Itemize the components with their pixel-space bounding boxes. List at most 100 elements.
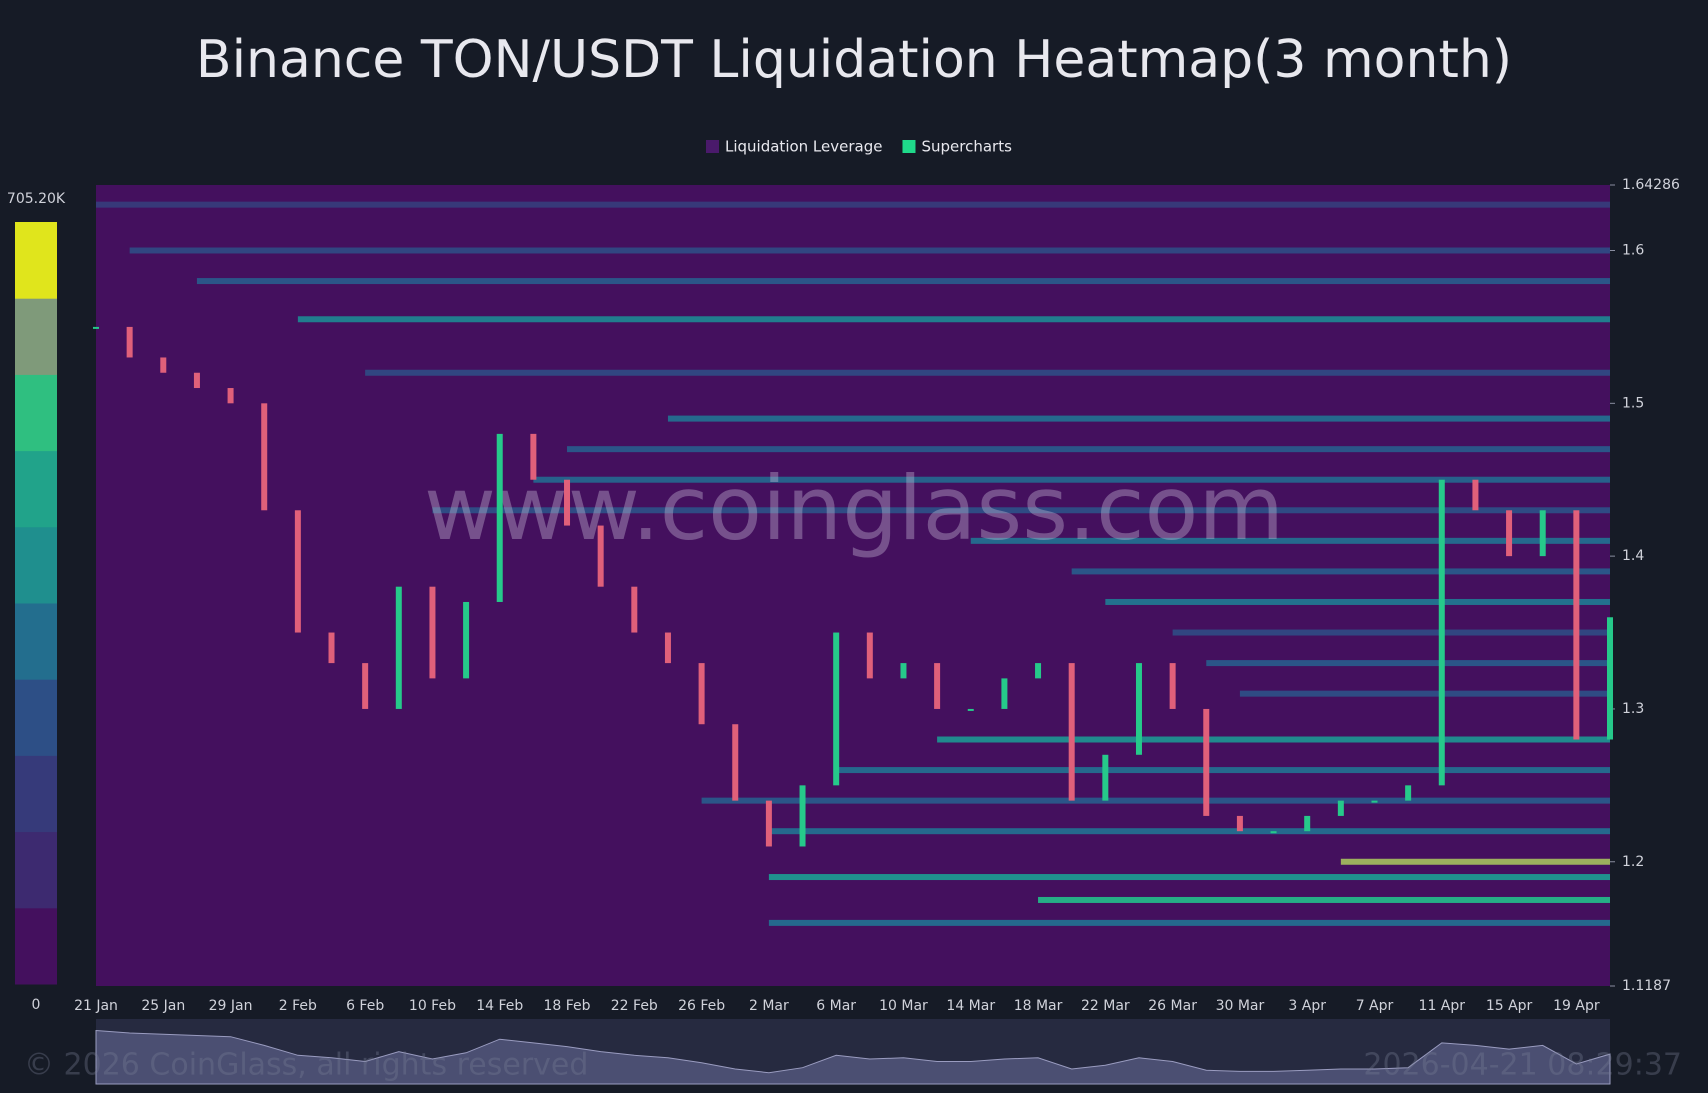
liquidation-band: [1206, 660, 1610, 667]
candle: [261, 403, 268, 511]
x-tick-label: 30 Mar: [1216, 998, 1265, 1014]
x-tick-label: 15 Apr: [1486, 998, 1533, 1014]
x-tick-label: 6 Mar: [816, 998, 856, 1014]
candle: [160, 357, 167, 373]
legend-label: Supercharts: [921, 138, 1012, 156]
x-tick-label: 19 Apr: [1553, 998, 1600, 1014]
candle: [934, 663, 941, 709]
liquidation-band: [768, 874, 1610, 881]
candle: [597, 525, 604, 587]
colorbar-segment: [15, 374, 57, 452]
candle: [463, 601, 470, 679]
candle: [193, 372, 200, 389]
x-tick-label: 18 Feb: [543, 998, 590, 1014]
candle: [1035, 663, 1042, 679]
x-tick-label: 18 Mar: [1014, 998, 1063, 1014]
candle: [1102, 754, 1109, 801]
liquidation-band: [365, 369, 1611, 376]
x-tick-label: 7 Apr: [1356, 998, 1394, 1014]
candle: [294, 510, 301, 633]
candle: [1371, 800, 1378, 803]
liquidation-band: [533, 476, 1610, 483]
colorbar-segment: [15, 222, 57, 299]
candle: [1270, 831, 1277, 834]
x-tick-label: 14 Feb: [476, 998, 523, 1014]
candle: [765, 800, 772, 847]
x-tick-label: 26 Mar: [1148, 998, 1197, 1014]
colorbar-segment: [15, 679, 57, 756]
liquidation-band: [567, 446, 1610, 453]
legend-label: Liquidation Leverage: [725, 138, 882, 156]
candle: [429, 586, 436, 679]
liquidation-band: [1038, 896, 1610, 903]
candle: [833, 632, 840, 786]
colorbar-segment: [15, 603, 57, 680]
liquidation-band: [432, 507, 1610, 514]
candle: [1337, 800, 1344, 816]
colorbar-max-label: 705.20K: [7, 191, 66, 207]
candle: [1539, 510, 1546, 557]
y-tick-label: 1.5: [1622, 395, 1644, 411]
candle: [328, 632, 335, 664]
colorbar-segment: [15, 907, 57, 985]
x-tick-label: 14 Mar: [946, 998, 995, 1014]
liquidation-band: [1239, 690, 1610, 697]
liquidation-band: [937, 736, 1610, 743]
x-tick-label: 21 Jan: [74, 998, 118, 1014]
liquidation-band: [768, 919, 1610, 926]
candle: [698, 663, 705, 725]
candle: [631, 586, 638, 633]
candle: [900, 663, 907, 679]
liquidation-band: [1105, 598, 1610, 605]
candle: [1304, 815, 1311, 832]
candle: [1236, 815, 1243, 832]
candle: [227, 388, 234, 404]
liquidation-band: [297, 316, 1610, 323]
candle: [1135, 663, 1142, 755]
liquidation-band: [1071, 568, 1610, 575]
y-tick-label: 1.4: [1622, 548, 1644, 564]
candle: [1438, 479, 1445, 786]
liquidation-band: [701, 797, 1610, 804]
chart-title: Binance TON/USDT Liquidation Heatmap(3 m…: [196, 30, 1512, 90]
colorbar-min-label: 0: [32, 997, 41, 1013]
candle: [1506, 510, 1513, 557]
y-tick-label: 1.2: [1622, 854, 1644, 870]
colorbar-segment: [15, 755, 57, 833]
legend-swatch: [902, 140, 916, 153]
candle: [564, 479, 571, 526]
x-tick-label: 25 Jan: [141, 998, 185, 1014]
x-tick-label: 3 Apr: [1288, 998, 1326, 1014]
navigator-line: [95, 1029, 1611, 1085]
timestamp: 2026-04-21 08:29:37: [1363, 1048, 1682, 1083]
liquidation-band: [129, 247, 1611, 254]
candle: [732, 724, 739, 801]
x-tick-label: 22 Mar: [1081, 998, 1130, 1014]
x-tick-label: 2 Mar: [749, 998, 789, 1014]
liquidation-band: [768, 828, 1610, 835]
legend-swatch: [706, 140, 719, 153]
candle: [1573, 510, 1580, 740]
x-tick-label: 11 Apr: [1419, 998, 1466, 1014]
colorbar-segment: [15, 298, 57, 375]
colorbar-segment: [15, 831, 57, 909]
candle: [1472, 479, 1479, 511]
liquidation-band: [667, 415, 1610, 422]
candle: [799, 785, 806, 847]
liquidation-band: [970, 537, 1610, 544]
candle: [93, 326, 99, 329]
colorbar-segment: [15, 450, 57, 528]
candle: [866, 632, 873, 679]
colorbar-segment: [15, 526, 57, 604]
candle: [1607, 617, 1613, 740]
liquidation-band: [1340, 858, 1610, 865]
x-tick-label: 6 Feb: [346, 998, 384, 1014]
x-tick-label: 2 Feb: [279, 998, 317, 1014]
y-tick-label: 1.1187: [1622, 978, 1671, 994]
candle: [530, 433, 537, 480]
candle: [1405, 785, 1412, 801]
x-tick-label: 22 Feb: [611, 998, 658, 1014]
x-tick-label: 10 Feb: [409, 998, 456, 1014]
candle: [1001, 678, 1008, 709]
